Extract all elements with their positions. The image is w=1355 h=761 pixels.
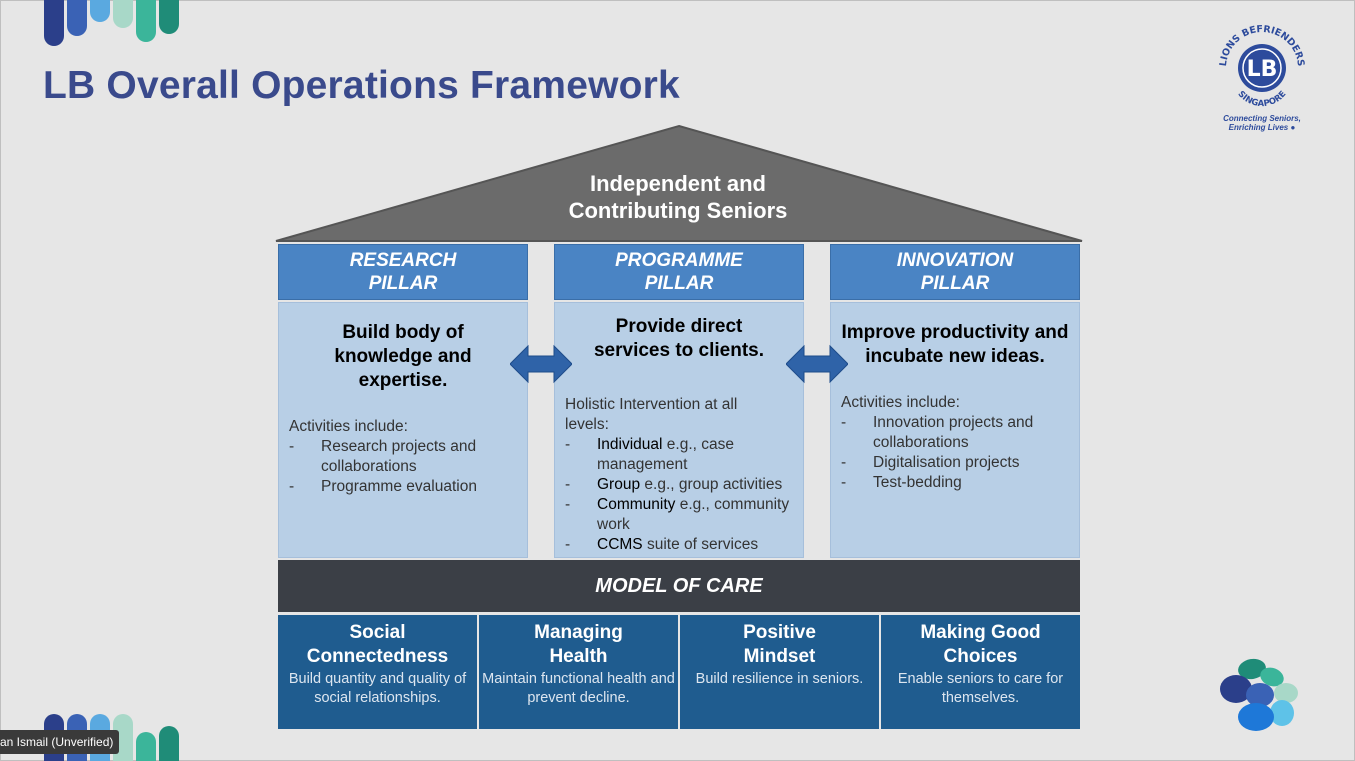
programme-pillar-title: Provide direct services to clients. — [593, 316, 765, 361]
lions-befrienders-logo: LB LIONS BEFRIENDERS SINGAPORE — [1218, 24, 1306, 109]
innovation-activities-list: Innovation projects and collaborations D… — [841, 413, 1071, 493]
list-item: Community e.g., community work — [565, 495, 795, 535]
innovation-pillar-title: Improve productivity and incubate new id… — [841, 322, 1069, 367]
list-item: Group e.g., group activities — [565, 475, 795, 495]
decorative-blobs — [1220, 658, 1298, 731]
logo-tagline: Connecting Seniors, Enriching Lives ● — [1223, 114, 1301, 132]
list-item: Research projects and collaborations — [289, 437, 519, 477]
logo-ring-bottom: SINGAPORE — [1236, 89, 1289, 109]
research-activities-list: Research projects and collaborations Pro… — [289, 437, 519, 497]
participant-name-tag: an Ismail (Unverified) — [0, 730, 120, 754]
research-pillar-body: Build body of knowledge and expertise. A… — [278, 302, 528, 558]
moc-making-good-choices: Making Good Choices Enable seniors to ca… — [881, 615, 1080, 729]
programme-pillar-header: PROGRAMME PILLAR — [554, 244, 804, 300]
list-item: Test-bedding — [841, 473, 1071, 493]
roof-triangle — [275, 124, 1083, 242]
double-arrow-icon — [510, 344, 572, 384]
list-item: Individual e.g., case management — [565, 435, 795, 475]
research-pillar-header: RESEARCH PILLAR — [278, 244, 528, 300]
innovation-pillar-header: INNOVATION PILLAR — [830, 244, 1080, 300]
moc-positive-mindset: Positive Mindset Build resilience in sen… — [680, 615, 879, 729]
model-of-care-bar: MODEL OF CARE — [278, 560, 1080, 612]
list-item: Innovation projects and collaborations — [841, 413, 1071, 453]
list-item: Digitalisation projects — [841, 453, 1071, 473]
programme-pillar-body: Provide direct services to clients. Holi… — [554, 302, 804, 558]
model-of-care-cells: Social Connectedness Build quantity and … — [278, 615, 1080, 729]
slide-title: LB Overall Operations Framework — [43, 64, 680, 107]
innovation-activities-intro: Activities include: — [841, 394, 960, 411]
research-activities-intro: Activities include: — [289, 418, 408, 435]
double-arrow-icon — [786, 344, 848, 384]
roof-label: Independent and Contributing Seniors — [568, 171, 788, 223]
moc-social-connectedness: Social Connectedness Build quantity and … — [278, 615, 477, 729]
moc-managing-health: Managing Health Maintain functional heal… — [479, 615, 678, 729]
innovation-pillar-body: Improve productivity and incubate new id… — [830, 302, 1080, 558]
research-pillar-title: Build body of knowledge and expertise. — [334, 322, 472, 391]
logo-monogram: LB — [1247, 57, 1278, 82]
list-item: Programme evaluation — [289, 477, 519, 497]
programme-activities-intro: Holistic Intervention at all levels: — [565, 396, 738, 433]
programme-activities-list: Individual e.g., case management Group e… — [565, 435, 795, 555]
list-item: CCMS suite of services — [565, 535, 795, 555]
decorative-bars-top — [44, 0, 179, 46]
